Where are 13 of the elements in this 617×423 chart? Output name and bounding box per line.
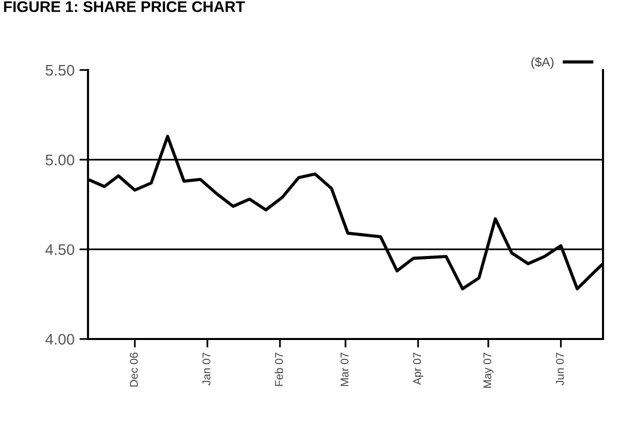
y-tick-label: 4.50 — [45, 244, 74, 256]
y-tick-label: 5.50 — [46, 64, 74, 76]
y-tick-label: 5.00 — [46, 154, 74, 166]
legend-label: ($A) — [531, 57, 554, 69]
x-tick-label: Jan 07 — [202, 352, 210, 386]
x-tick-label: Mar 07 — [340, 352, 348, 386]
x-tick-label: Jun 07 — [556, 352, 564, 386]
chart-title: FIGURE 1: SHARE PRICE CHART — [4, 1, 245, 12]
x-tick-label: May 07 — [483, 352, 494, 388]
x-tick-label: Feb 07 — [274, 352, 283, 386]
x-tick-label: Dec 06 — [130, 352, 138, 386]
y-tick-label: 4.00 — [45, 334, 74, 345]
x-tick-label: Apr 07 — [413, 352, 424, 385]
